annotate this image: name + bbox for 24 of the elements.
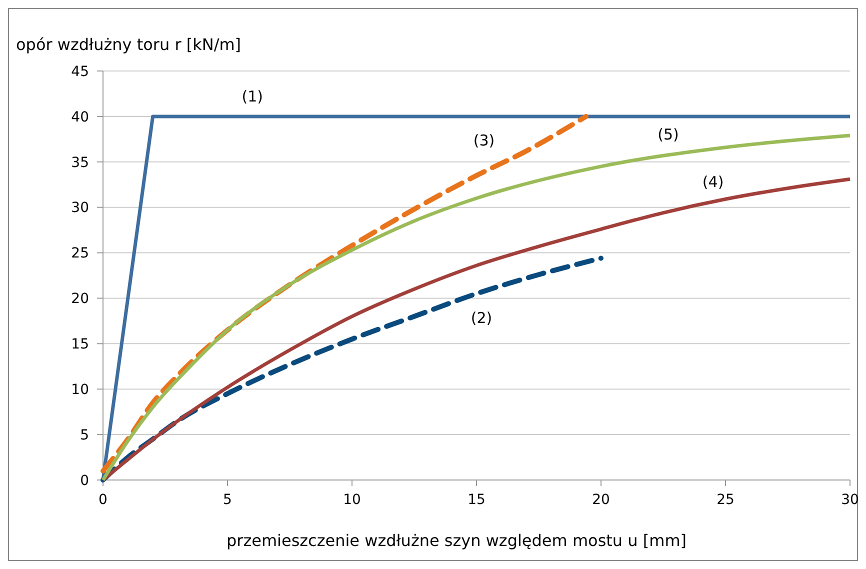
series-label: (5) [658,126,679,144]
x-tick-label: 5 [223,492,232,508]
series-label: (3) [473,131,495,150]
y-tick-label: 0 [80,472,89,489]
series-label: (4) [702,173,724,192]
y-tick-label: 20 [71,291,89,308]
x-tick-label: 25 [716,492,734,508]
y-tick-label: 10 [71,382,89,398]
x-tick-label: 30 [841,492,859,508]
x-tick-label: 20 [592,492,610,508]
x-tick-label: 10 [343,492,361,508]
y-tick-label: 5 [80,427,89,444]
y-tick-label: 40 [71,109,89,126]
y-tick-label: 25 [71,246,89,262]
x-tick-label: 0 [98,492,108,508]
y-tick-label: 30 [71,200,89,216]
series-label: (1) [242,88,264,106]
y-tick-label: 35 [71,154,89,171]
y-tick-label: 45 [71,64,89,80]
x-tick-label: 15 [468,492,486,508]
series-label: (2) [470,308,492,327]
x-axis-title: przemieszczenie wzdłużne szyn względem mostu u [mm] [226,531,687,550]
y-tick-label: 15 [71,336,89,353]
y-axis-title: opór wzdłużny toru r [kN/m] [16,35,242,54]
